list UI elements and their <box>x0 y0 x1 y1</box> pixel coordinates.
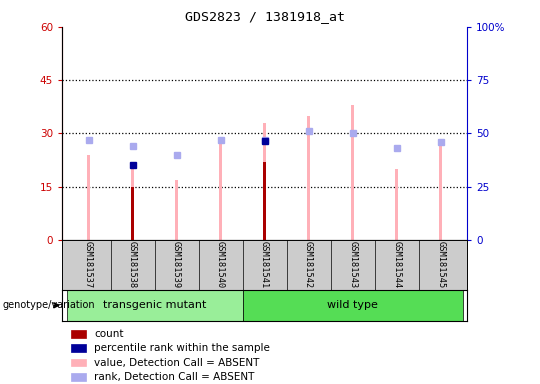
Bar <box>219 137 222 240</box>
Bar <box>66 290 242 321</box>
Text: GSM181539: GSM181539 <box>172 242 181 289</box>
Text: GSM181545: GSM181545 <box>436 242 445 289</box>
Text: percentile rank within the sample: percentile rank within the sample <box>94 343 271 353</box>
Text: GSM181540: GSM181540 <box>216 242 225 289</box>
Bar <box>71 330 86 338</box>
Text: GSM181543: GSM181543 <box>348 242 357 289</box>
Bar <box>395 169 399 240</box>
Bar <box>351 105 354 240</box>
Bar <box>439 144 442 240</box>
Bar <box>242 290 463 321</box>
Text: count: count <box>94 329 124 339</box>
Bar <box>263 123 266 240</box>
Text: genotype/variation: genotype/variation <box>3 300 96 310</box>
Bar <box>175 180 178 240</box>
Text: GSM181538: GSM181538 <box>128 242 137 289</box>
Bar <box>263 162 266 240</box>
Title: GDS2823 / 1381918_at: GDS2823 / 1381918_at <box>185 10 345 23</box>
Bar <box>307 116 310 240</box>
Bar <box>71 359 86 366</box>
Text: wild type: wild type <box>327 300 378 310</box>
Bar <box>87 155 90 240</box>
Text: GSM181541: GSM181541 <box>260 242 269 289</box>
Bar <box>71 344 86 352</box>
Text: GSM181537: GSM181537 <box>84 242 93 289</box>
Bar <box>71 373 86 381</box>
Text: value, Detection Call = ABSENT: value, Detection Call = ABSENT <box>94 358 260 367</box>
Text: rank, Detection Call = ABSENT: rank, Detection Call = ABSENT <box>94 372 255 382</box>
Bar <box>131 187 134 240</box>
Text: transgenic mutant: transgenic mutant <box>103 300 206 310</box>
Text: GSM181544: GSM181544 <box>392 242 401 289</box>
Text: GSM181542: GSM181542 <box>304 242 313 289</box>
Bar <box>131 162 134 240</box>
